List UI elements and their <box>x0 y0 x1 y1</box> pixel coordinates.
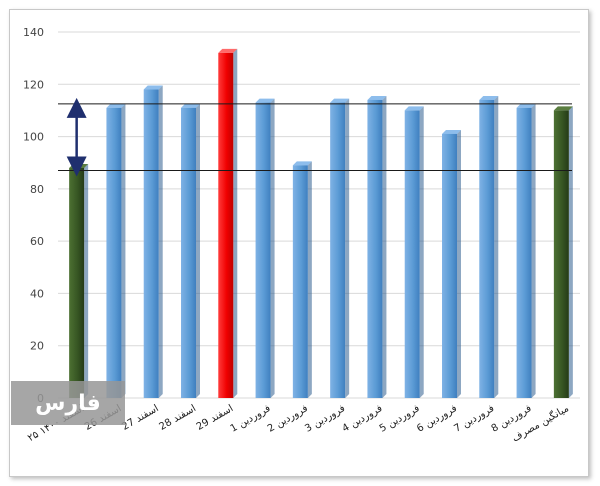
x-tick-label: 2 فروردین <box>266 403 310 435</box>
bar-top <box>181 103 200 108</box>
bar-side <box>419 106 424 398</box>
bar-top <box>479 95 499 100</box>
x-tick-label: 6 فروردین <box>415 403 459 435</box>
bar-top <box>553 106 573 111</box>
bar-side <box>345 98 350 398</box>
bar <box>218 52 234 399</box>
bar-side <box>121 103 126 399</box>
bar-top <box>367 95 387 100</box>
bar <box>106 107 122 399</box>
bar <box>330 102 346 398</box>
x-tick-label: 5 فروردین <box>378 403 422 435</box>
bar <box>516 107 532 399</box>
bar-top <box>330 98 350 103</box>
bar-top <box>218 48 238 53</box>
bar-top <box>106 103 126 108</box>
bar <box>553 110 569 398</box>
bar-side <box>307 161 312 398</box>
bar-top <box>516 103 536 108</box>
bar-side <box>382 95 387 398</box>
bar-top <box>143 85 163 90</box>
bar-top <box>255 98 275 103</box>
y-tick-label: 140 <box>23 26 44 39</box>
bar-side <box>568 106 573 398</box>
watermark-text: فارس <box>35 390 101 416</box>
x-tick-label: 4 فروردین <box>341 403 385 435</box>
x-tick-label: 1 فروردین <box>229 403 273 435</box>
y-tick-label: 60 <box>30 235 44 248</box>
bar-side <box>158 85 163 398</box>
bar-top <box>442 129 461 134</box>
watermark-logo: فارس <box>11 381 125 425</box>
bar <box>367 99 383 398</box>
bar-side <box>494 95 499 398</box>
x-tick-label: 27 اسفند <box>120 403 160 433</box>
bar <box>479 99 495 398</box>
y-tick-label: 40 <box>30 287 44 300</box>
bar-side <box>196 103 200 399</box>
x-tick-label: 29 اسفند <box>195 403 235 433</box>
bar-side <box>457 129 461 398</box>
bar-side <box>233 48 238 399</box>
bar <box>69 167 85 398</box>
bar-side <box>531 103 536 399</box>
bar <box>442 133 457 398</box>
bar <box>143 89 159 398</box>
x-tick-label: 3 فروردین <box>303 403 347 435</box>
y-tick-label: 100 <box>23 131 44 144</box>
bar <box>181 107 196 399</box>
x-tick-label: 28 اسفند <box>158 403 198 433</box>
bar-side <box>84 163 89 398</box>
x-tick-label: 7 فروردین <box>452 403 496 435</box>
y-tick-label: 20 <box>30 340 44 353</box>
bar <box>404 110 420 398</box>
bar-side <box>270 98 275 398</box>
y-tick-label: 80 <box>30 183 44 196</box>
bar-top <box>292 161 312 166</box>
y-tick-label: 120 <box>23 78 44 91</box>
bar <box>255 102 271 398</box>
bar <box>292 165 308 398</box>
bar-top <box>404 106 424 111</box>
